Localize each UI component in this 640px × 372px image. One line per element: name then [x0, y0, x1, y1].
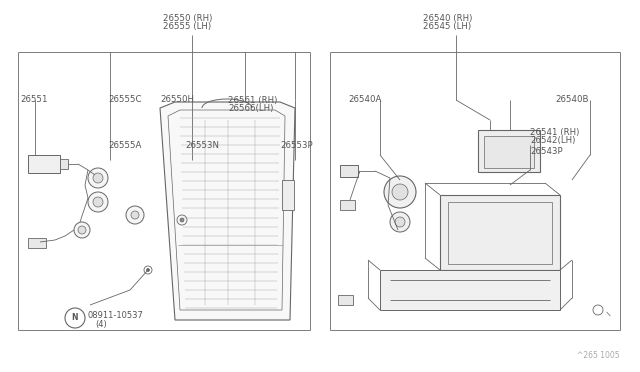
Text: 26550 (RH): 26550 (RH) [163, 13, 212, 22]
Bar [28, 155, 60, 173]
Text: 26555C: 26555C [108, 96, 141, 105]
Circle shape [384, 176, 416, 208]
Bar [440, 195, 560, 270]
Bar [478, 130, 540, 172]
Text: 26543P: 26543P [530, 148, 563, 157]
Text: 26553N: 26553N [185, 141, 219, 150]
Polygon shape [380, 270, 560, 310]
Bar [338, 295, 353, 305]
Circle shape [93, 197, 103, 207]
Circle shape [131, 211, 139, 219]
Circle shape [147, 269, 150, 272]
Circle shape [65, 308, 85, 328]
Circle shape [88, 168, 108, 188]
Circle shape [395, 217, 405, 227]
Text: 26541 (RH): 26541 (RH) [530, 128, 579, 137]
Circle shape [93, 173, 103, 183]
Bar [340, 165, 358, 177]
Bar [448, 202, 552, 264]
Bar [28, 238, 46, 248]
Bar [282, 180, 294, 210]
Circle shape [78, 226, 86, 234]
Text: N: N [72, 314, 78, 323]
Polygon shape [160, 102, 295, 320]
Circle shape [390, 212, 410, 232]
Text: 26553P: 26553P [280, 141, 312, 150]
Circle shape [180, 218, 184, 222]
Bar [340, 200, 355, 210]
Circle shape [88, 192, 108, 212]
Text: 08911-10537: 08911-10537 [87, 311, 143, 320]
Circle shape [392, 184, 408, 200]
Text: 26566(LH): 26566(LH) [228, 105, 273, 113]
Text: 26542(LH): 26542(LH) [530, 137, 575, 145]
Text: (4): (4) [95, 321, 107, 330]
Text: 26555A: 26555A [108, 141, 141, 150]
Text: 26550H: 26550H [160, 96, 194, 105]
Circle shape [126, 206, 144, 224]
Text: 26545 (LH): 26545 (LH) [423, 22, 471, 32]
Text: ^265 1005: ^265 1005 [577, 350, 620, 359]
Text: 26561 (RH): 26561 (RH) [228, 96, 277, 105]
Bar [60, 159, 68, 169]
Text: 26540 (RH): 26540 (RH) [423, 13, 472, 22]
Text: 26555 (LH): 26555 (LH) [163, 22, 211, 32]
Bar [484, 136, 534, 168]
Text: 26540A: 26540A [348, 96, 381, 105]
Text: 26551: 26551 [20, 96, 47, 105]
Text: 26540B: 26540B [555, 96, 589, 105]
Circle shape [74, 222, 90, 238]
